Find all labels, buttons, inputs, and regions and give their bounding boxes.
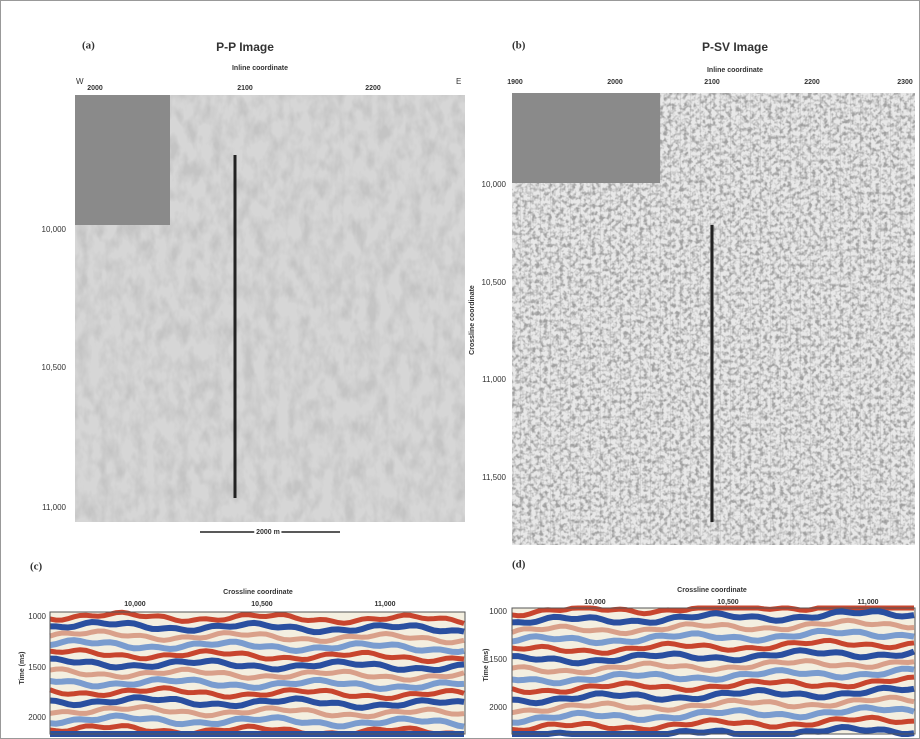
tick-label: 1500	[489, 655, 507, 664]
tick-label: 2100	[237, 85, 253, 92]
axis-label: Crossline coordinate	[677, 587, 747, 594]
end-label: E	[456, 77, 461, 86]
tick-label: 1000	[28, 612, 46, 621]
tick-label: 2100	[704, 79, 720, 86]
axis-label: Crossline coordinate	[469, 285, 476, 355]
tick-label: 10,500	[717, 599, 739, 606]
panel-title: P-SV Image	[702, 40, 768, 54]
tick-label: 10,000	[124, 601, 146, 608]
tick-label: 2000	[489, 703, 507, 712]
end-label: W	[76, 77, 84, 86]
tick-label: 11,000	[857, 599, 878, 606]
inset	[512, 93, 660, 183]
tick-label: 10,500	[482, 278, 507, 287]
scale-label: 2000 m	[256, 529, 280, 536]
tick-label: 11,000	[482, 375, 506, 384]
tick-label: 10,500	[251, 601, 273, 608]
tick-label: 1000	[489, 607, 507, 616]
tick-label: 2000	[607, 79, 623, 86]
inset	[75, 95, 170, 225]
seismic-section	[512, 608, 915, 734]
panel-title: P-P Image	[216, 40, 274, 54]
axis-label: Inline coordinate	[707, 67, 763, 74]
axis-label: Crossline coordinate	[223, 589, 293, 596]
tick-label: 10,000	[584, 599, 606, 606]
axis-label: Time (ms)	[19, 652, 26, 685]
panel-label: (d)	[512, 559, 526, 571]
tick-label: 1900	[507, 79, 523, 86]
panel-label: (a)	[82, 40, 95, 52]
tick-label: 10,500	[42, 363, 67, 372]
tick-label: 2200	[804, 79, 820, 86]
tick-label: 11,000	[42, 503, 66, 512]
tick-label: 2300	[897, 79, 913, 86]
tick-label: 2000	[87, 85, 103, 92]
axis-label: Time (ms)	[483, 649, 490, 682]
seismic-section	[50, 612, 465, 734]
figure: (a) P-P Image Inline coordinate W E 2000…	[0, 0, 920, 739]
axis-label: Inline coordinate	[232, 65, 288, 72]
panel-label: (c)	[30, 561, 43, 573]
tick-label: 10,000	[42, 225, 67, 234]
tick-label: 11,500	[482, 473, 506, 482]
tick-label: 2000	[28, 713, 46, 722]
tick-label: 11,000	[374, 601, 395, 608]
panel-label: (b)	[512, 40, 526, 52]
tick-label: 10,000	[482, 180, 507, 189]
tick-label: 2200	[365, 85, 381, 92]
tick-label: 1500	[28, 663, 46, 672]
